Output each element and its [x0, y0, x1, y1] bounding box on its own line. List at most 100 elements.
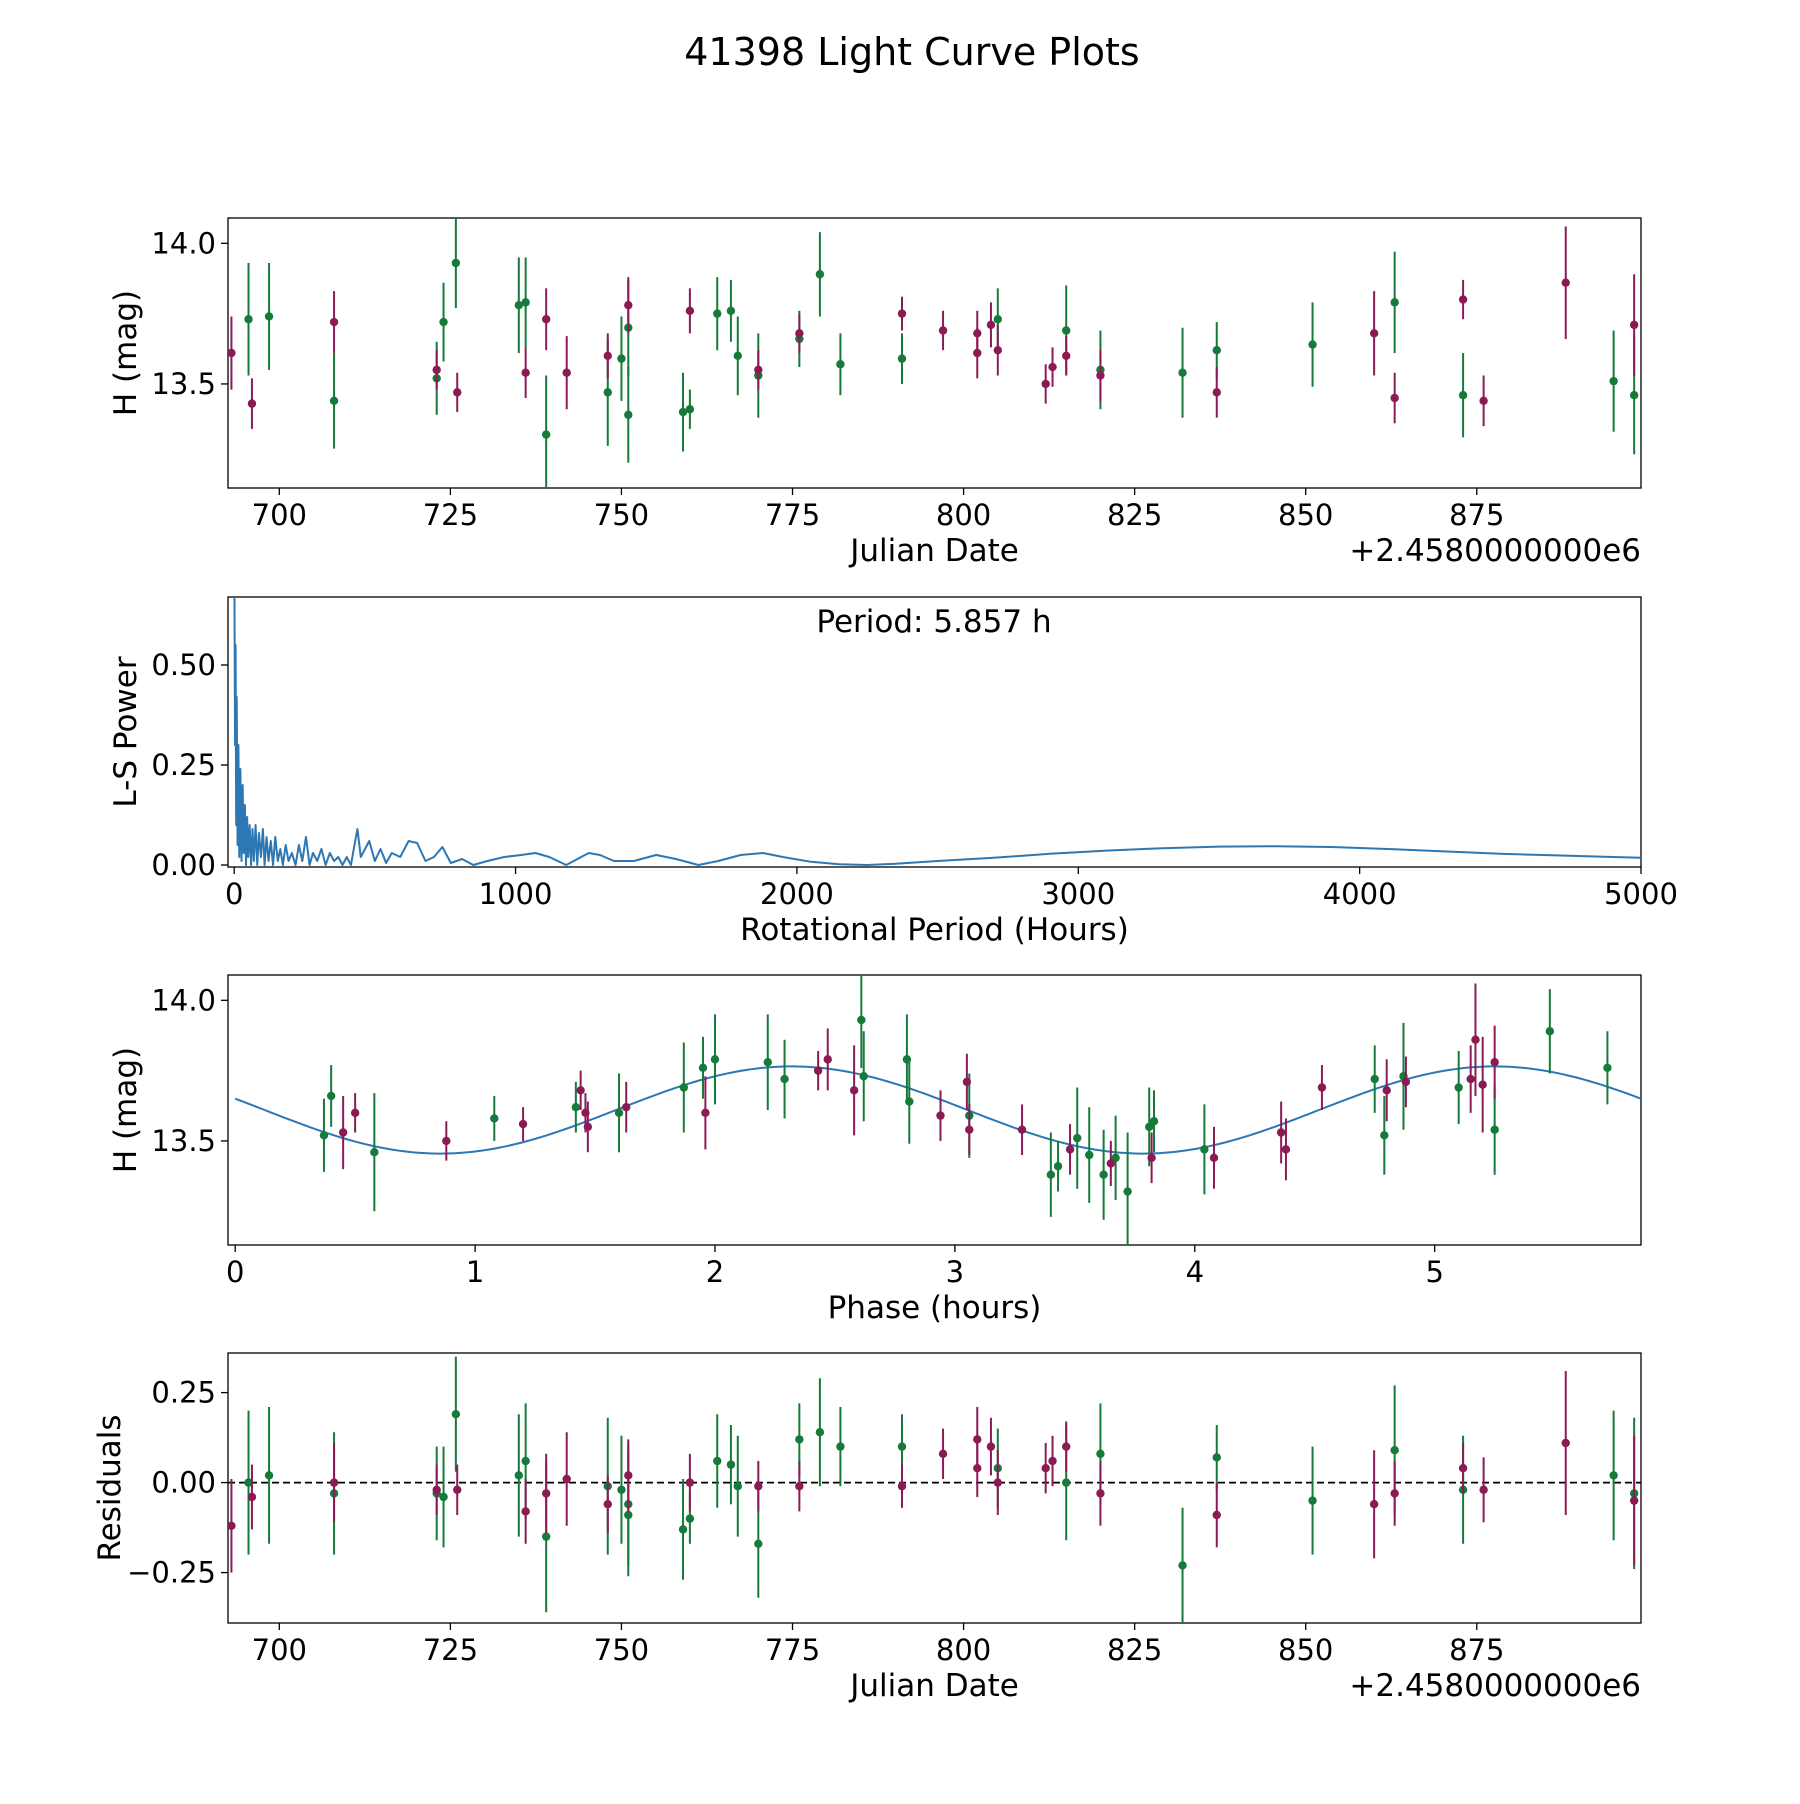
- res-point-green: [451, 1410, 461, 1419]
- ls-xlabel: Rotational Period (Hours): [740, 912, 1129, 948]
- lc-point-magenta: [1062, 351, 1071, 361]
- res-point-green: [678, 1525, 688, 1534]
- phase-xtick-label: 3: [946, 1255, 964, 1289]
- res-point-green: [439, 1492, 448, 1502]
- lc-point-green: [624, 410, 633, 420]
- res-ytick-label: 0.00: [151, 1466, 216, 1500]
- phase-point-magenta: [813, 1066, 823, 1075]
- lc-xtick-label: 875: [1449, 498, 1504, 532]
- res-point-green: [1390, 1446, 1399, 1455]
- figure-title: 41398 Light Curve Plots: [684, 30, 1139, 74]
- res-point-magenta: [1062, 1442, 1071, 1451]
- lc-point-magenta: [1096, 371, 1105, 380]
- res-offset-label: +2.4580000000e6: [1349, 1668, 1641, 1704]
- lc-point-green: [1178, 368, 1187, 377]
- lc-ytick-label: 13.5: [151, 367, 216, 401]
- ls-xtick-label: 1000: [479, 877, 553, 911]
- res-point-magenta: [228, 1521, 236, 1530]
- res-point-green: [1212, 1453, 1221, 1462]
- ls-plot-area: [233, 597, 1641, 866]
- res-point-green: [836, 1442, 845, 1451]
- phase-point-green: [571, 1102, 581, 1112]
- res-point-green: [521, 1456, 530, 1466]
- phase-ytick-label: 13.5: [151, 1124, 216, 1158]
- res-point-magenta: [897, 1482, 907, 1491]
- phase-point-green: [1111, 1153, 1120, 1163]
- phase-point-magenta: [1065, 1145, 1075, 1154]
- res-ylabel: Residuals: [92, 1414, 128, 1561]
- lc-point-magenta: [453, 388, 462, 397]
- phase-point-green: [710, 1055, 720, 1064]
- ls-xtick-label: 3000: [1041, 877, 1115, 911]
- res-xtick-label: 800: [936, 1633, 991, 1667]
- lc-point-green: [1609, 376, 1618, 386]
- res-point-magenta: [541, 1489, 551, 1498]
- res-xtick-label: 850: [1278, 1633, 1333, 1667]
- res-point-magenta: [1561, 1438, 1570, 1448]
- phase-point-green: [1123, 1187, 1132, 1196]
- res-point-green: [754, 1539, 763, 1549]
- res-point-magenta: [1458, 1464, 1468, 1473]
- phase-point-green: [319, 1131, 329, 1140]
- res-point-magenta: [432, 1485, 441, 1495]
- phase-point-green: [1046, 1170, 1056, 1179]
- phase-xlabel: Phase (hours): [828, 1290, 1042, 1326]
- lc-point-magenta: [228, 348, 236, 358]
- phase-point-green: [780, 1074, 789, 1084]
- lc-point-green: [439, 317, 448, 327]
- phase-point-magenta: [962, 1077, 972, 1087]
- phase-point-green: [1380, 1131, 1389, 1140]
- res-xtick-label: 750: [594, 1633, 649, 1667]
- res-point-magenta: [1048, 1456, 1057, 1466]
- phase-point-magenta: [350, 1108, 360, 1118]
- res-point-green: [713, 1456, 722, 1466]
- lc-point-magenta: [1041, 379, 1050, 389]
- lc-ytick-label: 14.0: [151, 226, 216, 260]
- res-point-green: [617, 1485, 626, 1495]
- res-point-magenta: [795, 1482, 804, 1491]
- res-point-magenta: [624, 1471, 633, 1480]
- lc-point-green: [815, 270, 825, 279]
- phase-point-green: [698, 1063, 708, 1073]
- res-panel: 700 725 750 775 800 825 850 875 −0.25 0.00 0.25 Jul…: [92, 1352, 1642, 1704]
- lc-panel: 700 725 750 775 800 825 850 875 13.5 14.0 Julian D…: [108, 217, 1642, 569]
- phase-point-magenta: [1466, 1074, 1475, 1084]
- phase-point-magenta: [1401, 1077, 1411, 1087]
- ls-axes-frame: [227, 596, 1642, 868]
- lc-point-green: [993, 315, 1002, 324]
- phase-point-green: [1073, 1133, 1082, 1143]
- phase-point-magenta: [518, 1119, 528, 1129]
- lc-plot-area: [228, 218, 1639, 488]
- lc-point-magenta: [1458, 295, 1468, 304]
- lc-point-magenta: [938, 326, 948, 335]
- res-point-magenta: [329, 1478, 339, 1487]
- lc-point-magenta: [993, 345, 1002, 355]
- res-point-magenta: [986, 1442, 996, 1451]
- lc-point-green: [617, 354, 626, 363]
- phase-point-magenta: [1382, 1086, 1391, 1095]
- res-ytick-label: −0.25: [127, 1556, 216, 1590]
- res-point-magenta: [938, 1449, 948, 1459]
- res-plot-area: [228, 1356, 1641, 1623]
- phase-xtick-label: 0: [226, 1255, 244, 1289]
- ls-ytick-label: 0.25: [151, 748, 216, 782]
- phase-xtick-label: 5: [1425, 1255, 1443, 1289]
- lc-point-green: [733, 351, 742, 361]
- lc-xlabel: Julian Date: [848, 533, 1019, 569]
- phase-xtick-label: 2: [706, 1255, 724, 1289]
- phase-point-green: [1454, 1083, 1463, 1092]
- phase-point-green: [1145, 1122, 1154, 1132]
- ls-ytick-label: 0.00: [151, 848, 216, 882]
- ls-xtick-label: 0: [225, 877, 243, 911]
- res-point-magenta: [1096, 1489, 1105, 1498]
- phase-point-green: [1370, 1074, 1379, 1084]
- res-point-green: [685, 1514, 695, 1523]
- phase-point-magenta: [1209, 1153, 1219, 1163]
- lc-point-magenta: [754, 365, 763, 375]
- phase-point-green: [905, 1097, 914, 1106]
- phase-point-green: [763, 1057, 772, 1067]
- res-xtick-label: 725: [423, 1633, 478, 1667]
- phase-xtick-label: 4: [1186, 1255, 1204, 1289]
- ls-annotation: Period: 5.857 h: [816, 604, 1051, 640]
